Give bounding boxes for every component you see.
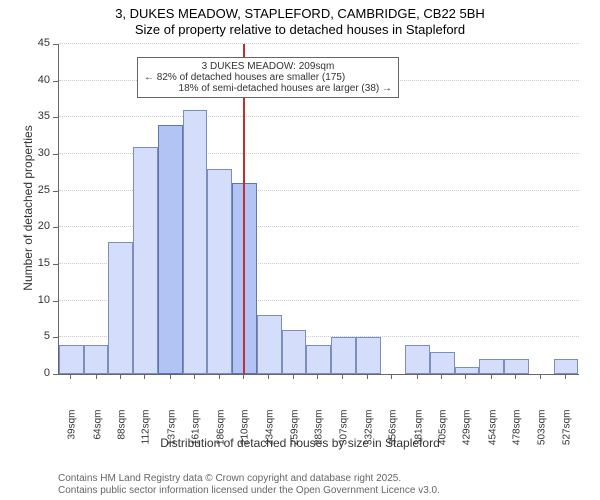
y-tick-label: 15 <box>24 257 50 269</box>
x-tick-mark <box>417 374 418 379</box>
x-tick-label: 503sqm <box>537 410 548 460</box>
x-tick-mark <box>243 374 244 379</box>
y-tick-mark <box>53 337 58 338</box>
y-tick-label: 30 <box>24 147 50 159</box>
x-tick-mark <box>491 374 492 379</box>
histogram-bar <box>430 352 455 374</box>
histogram-bar <box>84 345 109 374</box>
x-tick-mark <box>367 374 368 379</box>
x-tick-label: 88sqm <box>116 410 127 460</box>
x-tick-mark <box>391 374 392 379</box>
x-tick-mark <box>268 374 269 379</box>
x-tick-label: 478sqm <box>512 410 523 460</box>
annotation-line-3: 18% of semi-detached houses are larger (… <box>144 83 392 94</box>
x-tick-label: 234sqm <box>264 410 275 460</box>
x-tick-label: 210sqm <box>240 410 251 460</box>
x-tick-mark <box>540 374 541 379</box>
page-subtitle: Size of property relative to detached ho… <box>0 22 600 37</box>
y-tick-mark <box>53 44 58 45</box>
y-axis-label: Number of detached properties <box>21 108 35 308</box>
x-tick-label: 112sqm <box>141 410 152 460</box>
gridline <box>59 43 579 44</box>
x-tick-mark <box>293 374 294 379</box>
histogram-bar <box>504 359 529 374</box>
x-tick-mark <box>70 374 71 379</box>
y-tick-label: 20 <box>24 220 50 232</box>
x-tick-label: 429sqm <box>462 410 473 460</box>
x-tick-mark <box>194 374 195 379</box>
histogram-bar <box>356 337 381 374</box>
x-tick-mark <box>565 374 566 379</box>
x-tick-mark <box>144 374 145 379</box>
y-tick-mark <box>53 227 58 228</box>
y-tick-mark <box>53 264 58 265</box>
histogram-bar <box>282 330 307 374</box>
y-tick-label: 10 <box>24 294 50 306</box>
x-tick-label: 64sqm <box>92 410 103 460</box>
histogram-bar <box>331 337 356 374</box>
x-tick-mark <box>515 374 516 379</box>
y-tick-label: 0 <box>24 367 50 379</box>
x-tick-label: 454sqm <box>487 410 498 460</box>
histogram-bar <box>108 242 133 374</box>
histogram-bar <box>306 345 331 374</box>
x-tick-mark <box>317 374 318 379</box>
y-tick-mark <box>53 117 58 118</box>
histogram-bar <box>554 359 579 374</box>
footer-copyright-1: Contains HM Land Registry data © Crown c… <box>58 473 401 484</box>
histogram-bar <box>405 345 430 374</box>
x-tick-label: 307sqm <box>338 410 349 460</box>
x-tick-mark <box>342 374 343 379</box>
x-tick-mark <box>170 374 171 379</box>
x-tick-label: 137sqm <box>166 410 177 460</box>
x-tick-label: 39sqm <box>67 410 78 460</box>
y-tick-mark <box>53 374 58 375</box>
x-tick-label: 527sqm <box>561 410 572 460</box>
annotation-line-2: ← 82% of detached houses are smaller (17… <box>144 72 392 83</box>
histogram-bar <box>455 367 480 374</box>
histogram-bar <box>158 125 183 374</box>
x-tick-mark <box>120 374 121 379</box>
x-tick-mark <box>219 374 220 379</box>
x-tick-mark <box>465 374 466 379</box>
y-tick-label: 35 <box>24 110 50 122</box>
y-tick-label: 5 <box>24 330 50 342</box>
histogram-bar <box>59 345 84 374</box>
histogram-bar <box>207 169 232 374</box>
page-title: 3, DUKES MEADOW, STAPLEFORD, CAMBRIDGE, … <box>0 6 600 21</box>
x-tick-label: 356sqm <box>388 410 399 460</box>
gridline <box>59 116 579 117</box>
y-tick-label: 45 <box>24 37 50 49</box>
x-tick-label: 161sqm <box>190 410 201 460</box>
histogram-plot: 3 DUKES MEADOW: 209sqm ← 82% of detached… <box>58 44 579 375</box>
x-tick-label: 283sqm <box>314 410 325 460</box>
x-tick-label: 381sqm <box>413 410 424 460</box>
x-tick-label: 332sqm <box>364 410 375 460</box>
x-tick-label: 186sqm <box>216 410 227 460</box>
x-tick-label: 259sqm <box>290 410 301 460</box>
x-tick-mark <box>441 374 442 379</box>
annotation-line-1: 3 DUKES MEADOW: 209sqm <box>144 61 392 72</box>
y-tick-mark <box>53 154 58 155</box>
y-tick-mark <box>53 301 58 302</box>
histogram-bar <box>133 147 158 374</box>
y-tick-mark <box>53 81 58 82</box>
histogram-bar <box>183 110 208 374</box>
y-tick-mark <box>53 191 58 192</box>
x-tick-label: 405sqm <box>438 410 449 460</box>
x-tick-mark <box>96 374 97 379</box>
histogram-bar <box>479 359 504 374</box>
annotation-box: 3 DUKES MEADOW: 209sqm ← 82% of detached… <box>137 57 399 98</box>
y-tick-label: 40 <box>24 74 50 86</box>
x-axis-label: Distribution of detached houses by size … <box>0 436 600 450</box>
footer-copyright-2: Contains public sector information licen… <box>58 485 440 496</box>
y-tick-label: 25 <box>24 184 50 196</box>
histogram-bar <box>257 315 282 374</box>
